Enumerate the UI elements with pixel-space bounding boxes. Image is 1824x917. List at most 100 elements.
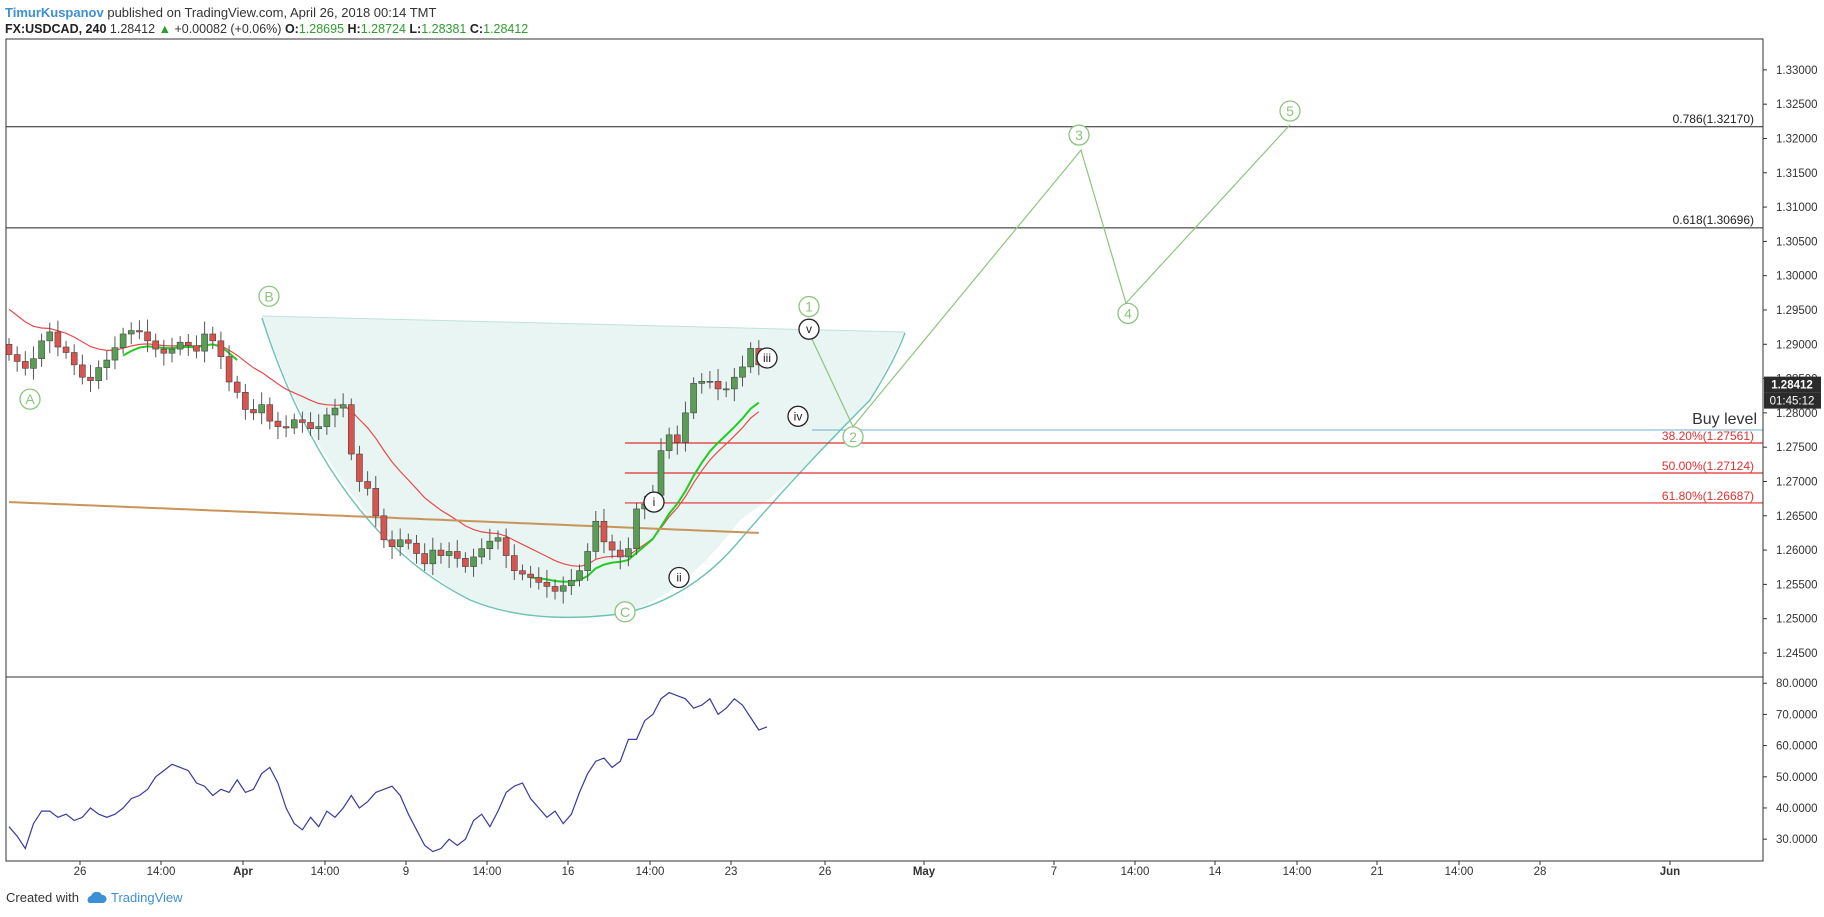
- candle-body: [608, 541, 616, 551]
- time-tick-label: 26: [74, 866, 87, 878]
- candle-body: [633, 508, 640, 550]
- candle-body: [152, 340, 159, 350]
- price-tick-label: 1.27000: [1776, 476, 1818, 488]
- wave-label-circle: [798, 318, 820, 340]
- low-label: L:: [409, 22, 422, 36]
- price-tick-label: 1.27500: [1776, 442, 1818, 454]
- wave-label: 1: [805, 299, 813, 315]
- symbol-label[interactable]: FX:USDCAD, 240: [5, 22, 107, 36]
- candle-body: [21, 361, 29, 369]
- candle-body: [714, 381, 722, 390]
- candle-body: [339, 404, 347, 409]
- candle-body: [356, 453, 363, 482]
- wave-label: iv: [794, 409, 803, 423]
- price-tick-label: 1.31000: [1776, 202, 1818, 214]
- ma-red-line: [8, 308, 760, 567]
- candle-body: [290, 419, 298, 429]
- price-tick-label: 1.29500: [1776, 305, 1818, 317]
- candle-body: [87, 376, 94, 381]
- close-value: 1.28412: [483, 22, 529, 36]
- wave-label: v: [806, 322, 812, 336]
- price-tick-label: 1.28000: [1776, 408, 1818, 420]
- candle-body: [30, 358, 37, 369]
- candle-body: [258, 404, 265, 414]
- candle-body: [625, 548, 632, 558]
- last-price-badge: [1764, 376, 1821, 393]
- candle-body: [559, 585, 567, 592]
- rsi-tick-label: 80.0000: [1776, 678, 1818, 690]
- wave-label: C: [620, 604, 630, 620]
- wave-label: B: [264, 288, 273, 304]
- wave-label-circle: [614, 601, 636, 623]
- candle-body: [185, 341, 192, 346]
- time-tick-label: May: [913, 866, 936, 878]
- wave-label-circle: [787, 405, 809, 427]
- fib-extension-label: 0.786(1.32170): [1673, 112, 1754, 126]
- candle-body: [388, 539, 396, 547]
- candle-body: [5, 343, 13, 355]
- tradingview-brand-link[interactable]: TradingView: [85, 890, 183, 905]
- candle-body: [13, 354, 21, 362]
- candle-body: [413, 542, 420, 554]
- candle-body: [421, 553, 428, 565]
- price-tick-label: 1.32000: [1776, 133, 1818, 145]
- candle-body: [103, 359, 111, 368]
- time-tick-label: 14:00: [147, 866, 176, 878]
- candle-body: [274, 420, 282, 427]
- fib-extension-label: 0.618(1.30696): [1673, 213, 1754, 227]
- candle-body: [470, 556, 477, 567]
- wave-label-circle: [756, 347, 778, 369]
- brand-label: TradingView: [110, 890, 183, 905]
- price-tick-label: 1.32500: [1776, 99, 1818, 111]
- candle-body: [225, 356, 233, 383]
- time-tick-label: 14:00: [636, 866, 665, 878]
- publish-info: TimurKuspanov published on TradingView.c…: [5, 5, 436, 20]
- price-tick-label: 1.24500: [1776, 648, 1818, 660]
- cup-pattern-fill: [262, 316, 905, 618]
- candle-body: [698, 381, 706, 384]
- cloud-icon: [87, 891, 107, 903]
- candle-body: [584, 551, 591, 571]
- price-tick-label: 1.25000: [1776, 614, 1818, 626]
- candle-body: [665, 434, 673, 451]
- candle-body: [193, 345, 200, 352]
- high-value: 1.28724: [360, 22, 406, 36]
- price-tick-label: 1.33000: [1776, 65, 1818, 77]
- wave-label: 2: [849, 429, 857, 445]
- fib-retracement-label: 50.00%(1.27124): [1662, 459, 1754, 473]
- candle-body: [380, 515, 388, 541]
- candle-body: [364, 481, 371, 489]
- author-link[interactable]: TimurKuspanov: [5, 5, 104, 20]
- candle-body: [299, 419, 306, 423]
- candle-body: [372, 488, 380, 517]
- candle-body: [95, 367, 102, 381]
- low-value: 1.28381: [421, 22, 467, 36]
- rsi-tick-label: 60.0000: [1776, 741, 1818, 753]
- rsi-tick-label: 30.0000: [1776, 834, 1818, 846]
- fib-retracement-label: 38.20%(1.27561): [1662, 429, 1754, 443]
- candle-body: [266, 404, 274, 422]
- wave-label-circle: [19, 388, 41, 410]
- candle-body: [217, 340, 225, 357]
- candle-body: [551, 586, 559, 592]
- price-tick-label: 1.30000: [1776, 271, 1818, 283]
- candle-body: [722, 388, 730, 391]
- candle-body: [307, 422, 314, 429]
- time-tick-label: 14:00: [1283, 866, 1312, 878]
- rsi-tick-label: 40.0000: [1776, 803, 1818, 815]
- publish-text: published on TradingView.com, April 26, …: [107, 5, 437, 20]
- candle-body: [592, 520, 600, 552]
- candle-body: [119, 333, 127, 349]
- cup-pattern-curve: [261, 317, 906, 619]
- wave-label-circle: [798, 295, 820, 318]
- open-label: O:: [284, 22, 299, 36]
- candle-body: [486, 540, 494, 550]
- candle-body: [600, 520, 608, 543]
- countdown-badge: [1764, 392, 1821, 409]
- candle-body: [453, 551, 461, 559]
- time-tick-label: 16: [562, 866, 575, 878]
- ohlc-legend: FX:USDCAD, 240 1.28412 ▲ +0.00082 (+0.06…: [5, 22, 528, 36]
- time-tick-label: 23: [725, 866, 738, 878]
- price-tick-label: 1.26500: [1776, 511, 1818, 523]
